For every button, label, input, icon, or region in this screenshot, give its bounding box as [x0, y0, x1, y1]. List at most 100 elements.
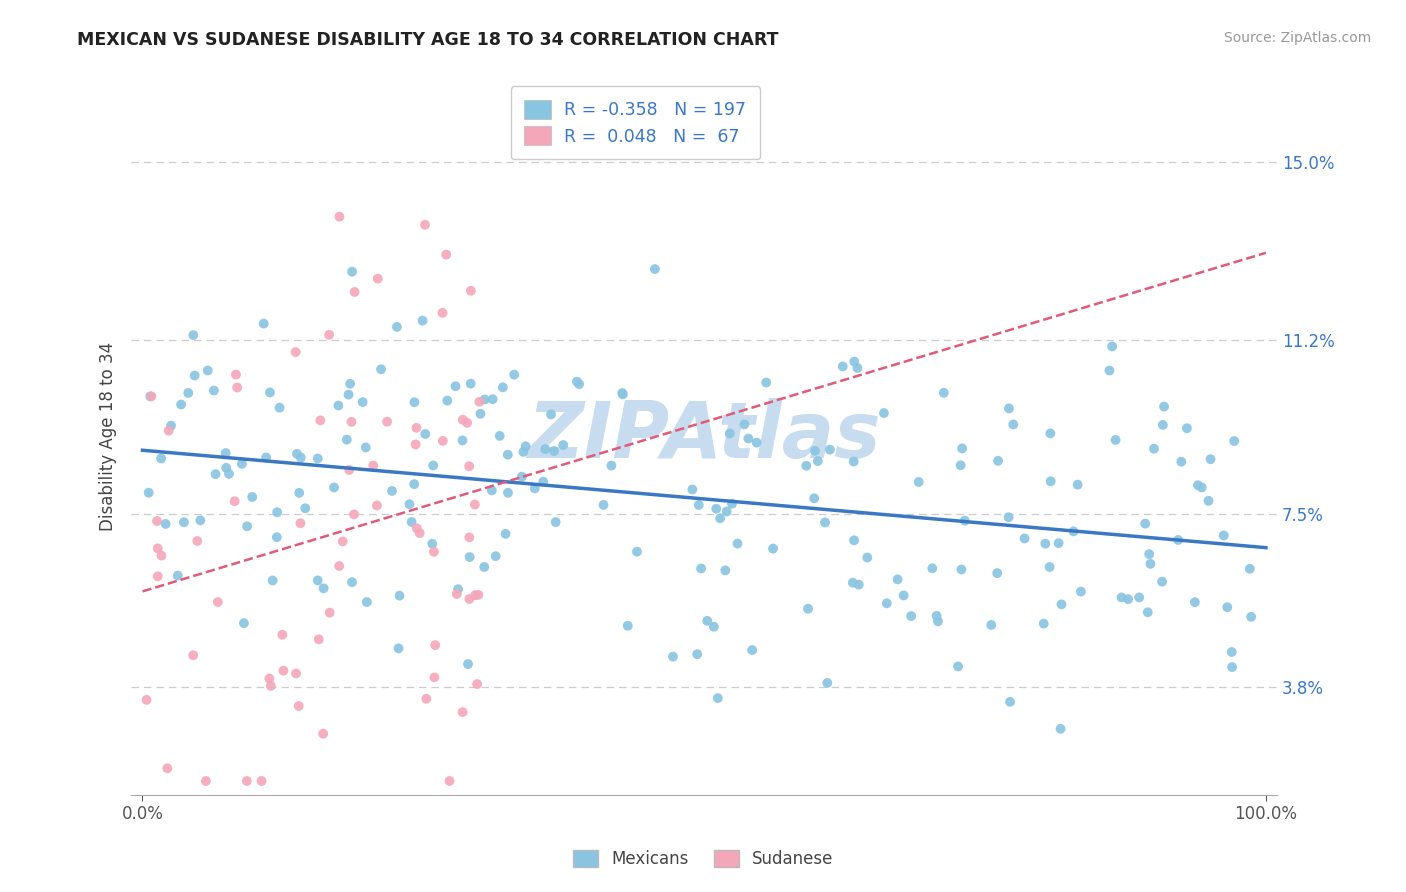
Point [565, 375, 588, 389]
Point [432, 434, 454, 448]
Point [141, 389, 163, 403]
Point [458, 550, 481, 565]
Point [456, 416, 478, 430]
Point [998, 401, 1021, 416]
Point [290, 450, 312, 465]
Point [186, 533, 208, 548]
Point [1098, 363, 1121, 377]
Point [398, 497, 420, 511]
Point [1167, 533, 1189, 547]
Point [709, 511, 731, 525]
Point [1220, 660, 1243, 674]
Point [337, 463, 360, 477]
Point [470, 407, 492, 421]
Point [236, 774, 259, 789]
Point [600, 458, 623, 473]
Point [1135, 516, 1157, 531]
Point [343, 285, 366, 299]
Point [339, 376, 361, 391]
Point [986, 566, 1008, 581]
Point [515, 439, 537, 453]
Point [250, 774, 273, 789]
Point [1014, 532, 1036, 546]
Point [271, 628, 294, 642]
Point [495, 526, 517, 541]
Point [294, 501, 316, 516]
Point [741, 643, 763, 657]
Point [1191, 480, 1213, 494]
Point [481, 392, 503, 407]
Point [997, 510, 1019, 524]
Point [183, 368, 205, 383]
Point [531, 475, 554, 489]
Point [1032, 616, 1054, 631]
Point [1170, 455, 1192, 469]
Point [150, 451, 173, 466]
Point [998, 695, 1021, 709]
Point [848, 577, 870, 591]
Point [309, 413, 332, 427]
Point [644, 262, 666, 277]
Point [1152, 574, 1174, 589]
Point [815, 676, 838, 690]
Point [413, 218, 436, 232]
Point [155, 516, 177, 531]
Point [946, 659, 969, 673]
Point [375, 415, 398, 429]
Point [337, 387, 360, 401]
Y-axis label: Disability Age 18 to 34: Disability Age 18 to 34 [100, 342, 117, 531]
Point [568, 377, 591, 392]
Point [733, 417, 755, 432]
Point [900, 609, 922, 624]
Point [451, 705, 474, 719]
Point [458, 530, 481, 544]
Point [704, 501, 727, 516]
Point [949, 458, 972, 473]
Point [842, 454, 865, 468]
Point [366, 499, 388, 513]
Point [447, 582, 470, 597]
Point [543, 444, 565, 458]
Point [352, 395, 374, 409]
Point [340, 575, 363, 590]
Point [254, 450, 277, 465]
Point [950, 442, 973, 456]
Point [343, 508, 366, 522]
Point [987, 454, 1010, 468]
Point [1153, 400, 1175, 414]
Point [1070, 584, 1092, 599]
Point [420, 537, 443, 551]
Point [510, 469, 533, 483]
Point [842, 575, 865, 590]
Point [467, 588, 489, 602]
Text: MEXICAN VS SUDANESE DISABILITY AGE 18 TO 34 CORRELATION CHART: MEXICAN VS SUDANESE DISABILITY AGE 18 TO… [77, 31, 779, 49]
Point [285, 666, 308, 681]
Point [259, 672, 281, 686]
Point [451, 434, 474, 448]
Point [873, 406, 896, 420]
Point [240, 490, 263, 504]
Point [160, 418, 183, 433]
Point [818, 442, 841, 457]
Point [1239, 562, 1261, 576]
Point [932, 385, 955, 400]
Point [405, 521, 427, 535]
Point [465, 677, 488, 691]
Point [451, 413, 474, 427]
Legend: R = -0.358   N = 197, R =  0.048   N =  67: R = -0.358 N = 197, R = 0.048 N = 67 [510, 87, 761, 160]
Point [157, 424, 180, 438]
Point [207, 595, 229, 609]
Point [370, 362, 392, 376]
Point [387, 641, 409, 656]
Point [188, 513, 211, 527]
Point [409, 526, 432, 541]
Point [485, 549, 508, 563]
Point [460, 284, 482, 298]
Point [794, 458, 817, 473]
Point [285, 447, 308, 461]
Point [269, 401, 291, 415]
Point [146, 514, 169, 528]
Point [1104, 433, 1126, 447]
Point [1111, 591, 1133, 605]
Point [1139, 557, 1161, 571]
